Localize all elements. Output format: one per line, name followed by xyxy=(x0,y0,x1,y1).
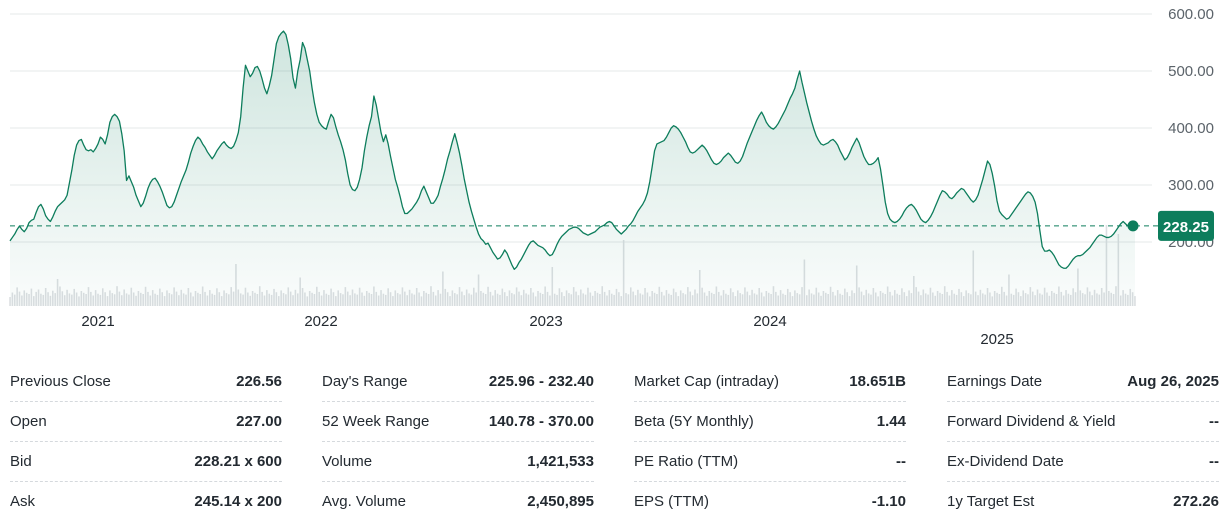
stat-value: 1,421,533 xyxy=(527,453,594,470)
stat-value: 1.44 xyxy=(876,413,906,430)
price-line xyxy=(9,30,1135,271)
stat-value: 272.26 xyxy=(1173,493,1219,510)
stat-label: Forward Dividend & Yield xyxy=(947,413,1116,430)
stat-label: Previous Close xyxy=(10,373,111,390)
stat-row: Market Cap (intraday) 18.651B xyxy=(634,362,906,402)
x-tick-label: 2023 xyxy=(529,313,562,330)
stat-value: -- xyxy=(1209,413,1219,430)
stat-label: Ex-Dividend Date xyxy=(947,453,1064,470)
x-tick-label: 2022 xyxy=(304,313,337,330)
stat-row: Previous Close 226.56 xyxy=(10,362,282,402)
stat-label: Open xyxy=(10,413,47,430)
y-tick-label: 400.00 xyxy=(1168,120,1214,137)
stat-row: Avg. Volume 2,450,895 xyxy=(322,482,594,517)
stat-value: 228.21 x 600 xyxy=(194,453,282,470)
stat-value: -1.10 xyxy=(871,493,906,510)
stat-row: Volume 1,421,533 xyxy=(322,442,594,482)
stat-label: Ask xyxy=(10,493,36,510)
stat-label: Day's Range xyxy=(322,373,408,390)
stat-label: Volume xyxy=(322,453,373,470)
y-tick-label: 500.00 xyxy=(1168,63,1214,80)
last-price-dot xyxy=(1127,220,1139,232)
stat-row: 1y Target Est 272.26 xyxy=(947,482,1219,517)
last-price-badge: 228.25 xyxy=(1158,210,1214,241)
stat-value: -- xyxy=(1209,453,1219,470)
stat-row: Day's Range 225.96 - 232.40 xyxy=(322,362,594,402)
x-tick-label: 2025 xyxy=(980,331,1013,348)
stat-label: EPS (TTM) xyxy=(634,493,709,510)
x-axis-ticks: 2021 2022 2023 2024 2025 xyxy=(81,313,1013,348)
stats-column-3: Market Cap (intraday) 18.651B Beta (5Y Mon… xyxy=(634,362,906,517)
stat-row: Forward Dividend & Yield -- xyxy=(947,402,1219,442)
stat-value: 2,450,895 xyxy=(527,493,594,510)
stat-row: Bid 228.21 x 600 xyxy=(10,442,282,482)
stat-row: PE Ratio (TTM) -- xyxy=(634,442,906,482)
stat-row: EPS (TTM) -1.10 xyxy=(634,482,906,517)
quote-statistics: Previous Close 226.56 Open 227.00 Bid 228.21 … xyxy=(0,362,1232,517)
last-price-badge-text: 228.25 xyxy=(1163,219,1209,236)
stats-column-2: Day's Range 225.96 - 232.40 52 Week Range 1… xyxy=(322,362,594,517)
stat-value: -- xyxy=(896,453,906,470)
stat-label: PE Ratio (TTM) xyxy=(634,453,739,470)
y-tick-label: 600.00 xyxy=(1168,6,1214,23)
stats-column-1: Previous Close 226.56 Open 227.00 Bid 228.21 … xyxy=(10,362,282,517)
stat-row: Open 227.00 xyxy=(10,402,282,442)
stat-value: Aug 26, 2025 xyxy=(1127,373,1219,390)
last-price-badge-bg xyxy=(1158,210,1214,241)
x-tick-label: 2024 xyxy=(753,313,786,330)
x-tick-label: 2021 xyxy=(81,313,114,330)
stat-row: Ask 245.14 x 200 xyxy=(10,482,282,517)
stat-label: Beta (5Y Monthly) xyxy=(634,413,754,430)
price-area xyxy=(9,30,1135,306)
stat-row: Earnings Date Aug 26, 2025 xyxy=(947,362,1219,402)
stat-value: 226.56 xyxy=(236,373,282,390)
stat-row: Beta (5Y Monthly) 1.44 xyxy=(634,402,906,442)
last-price-reference xyxy=(10,220,1160,232)
stat-value: 225.96 - 232.40 xyxy=(488,373,594,390)
stat-row: Ex-Dividend Date -- xyxy=(947,442,1219,482)
stat-label: 52 Week Range xyxy=(322,413,430,430)
stat-value: 140.78 - 370.00 xyxy=(488,413,594,430)
stat-label: Market Cap (intraday) xyxy=(634,373,780,390)
stat-value: 227.00 xyxy=(236,413,282,430)
stats-column-4: Earnings Date Aug 26, 2025 Forward Dividen… xyxy=(947,362,1219,517)
stat-row: 52 Week Range 140.78 - 370.00 xyxy=(322,402,594,442)
stat-label: Avg. Volume xyxy=(322,493,406,510)
stat-label: 1y Target Est xyxy=(947,493,1035,510)
y-tick-label: 300.00 xyxy=(1168,177,1214,194)
stat-label: Earnings Date xyxy=(947,373,1043,390)
price-area-fill xyxy=(10,31,1135,306)
stat-label: Bid xyxy=(10,453,32,470)
stat-value: 245.14 x 200 xyxy=(194,493,282,510)
stat-value: 18.651B xyxy=(849,373,906,390)
